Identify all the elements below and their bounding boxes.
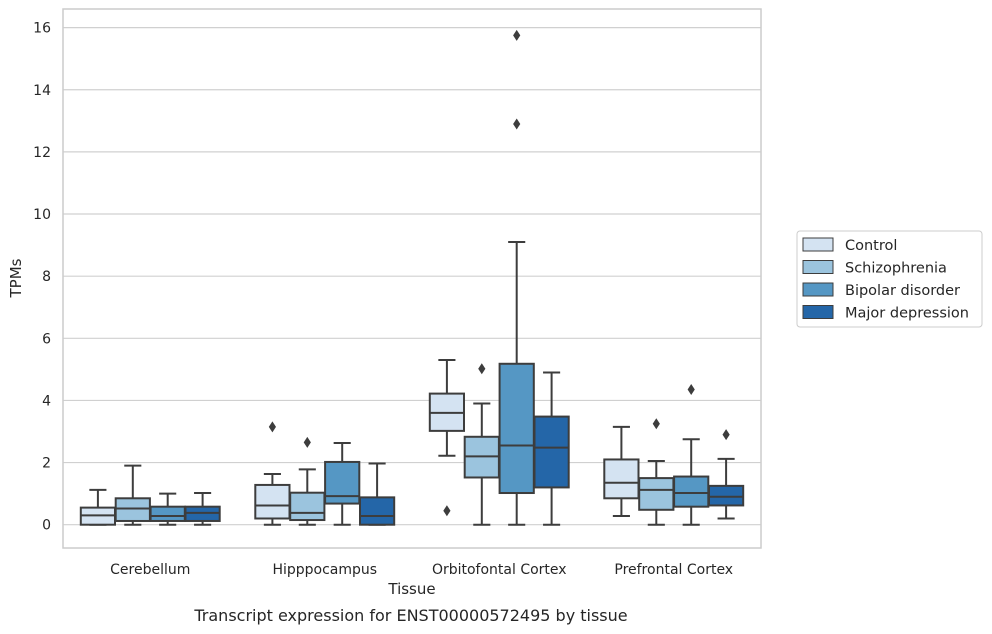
grid-lines [63, 27, 761, 526]
box-iqr [324, 460, 361, 505]
outlier-point [513, 29, 521, 41]
x-axis-label: Tissue [387, 580, 435, 598]
box-2-1 [324, 441, 361, 526]
legend-label: Bipolar disorder [845, 283, 960, 299]
box-3-0 [184, 492, 221, 526]
y-tick-label: 16 [33, 21, 51, 37]
box-2-0 [149, 492, 186, 526]
legend-label: Major depression [845, 306, 969, 322]
outlier-point [722, 429, 730, 441]
legend-swatch [802, 260, 834, 274]
outlier-point [443, 505, 451, 517]
box-iqr [707, 484, 745, 507]
x-tick-label: Cerebellum [110, 562, 190, 578]
outlier-point [687, 384, 695, 396]
outlier-point [268, 421, 276, 433]
y-tick-label: 6 [42, 331, 51, 347]
box-1-3 [638, 418, 675, 526]
box-iqr [498, 362, 535, 495]
box-iqr [603, 458, 640, 500]
plot-frame [62, 8, 762, 549]
y-axis-label: TPMs [7, 258, 25, 298]
legend-swatch [802, 282, 834, 297]
box-2-3 [673, 384, 710, 526]
box-iqr [533, 415, 570, 489]
box-1-0 [114, 464, 151, 526]
box-1-1 [289, 436, 326, 526]
x-tick-label: Hipppocampus [272, 562, 377, 578]
outlier-point [478, 363, 486, 375]
y-tick-labels: 0 2 4 6 8 10 12 14 16 [33, 21, 51, 534]
box-iqr [149, 505, 186, 522]
legend: Control Schizophrenia Bipolar disorder Majo… [796, 230, 983, 328]
outlier-point [513, 118, 521, 130]
y-tick-label: 0 [42, 518, 51, 534]
legend-frame [796, 230, 983, 328]
chart-caption: Transcript expression for ENST0000057249… [194, 606, 628, 625]
box-1-2 [463, 363, 500, 526]
box-iqr [254, 483, 291, 520]
outlier-point [652, 418, 660, 430]
box-0-2 [428, 359, 466, 517]
y-tick-label: 14 [33, 83, 51, 99]
box-2-2 [498, 29, 535, 526]
outlier-point [303, 436, 311, 448]
box-iqr [358, 496, 396, 526]
y-tick-label: 8 [42, 269, 51, 285]
legend-swatch [802, 305, 834, 319]
box-3-3 [707, 429, 745, 520]
box-iqr [114, 497, 151, 522]
legend-label: Schizophrenia [845, 261, 947, 277]
box-iqr [638, 477, 675, 511]
y-tick-label: 10 [33, 207, 51, 223]
box-0-1 [254, 421, 291, 526]
y-tick-label: 4 [42, 393, 51, 409]
boxes [79, 29, 745, 526]
box-iqr [673, 475, 710, 508]
y-tick-label: 12 [33, 145, 51, 161]
box-0-0 [79, 488, 117, 526]
x-tick-label: Prefrontal Cortex [614, 562, 733, 578]
legend-label: Control [845, 238, 897, 254]
x-tick-labels: Cerebellum Hipppocampus Orbitofontal Corte… [110, 562, 733, 578]
box-iqr [289, 491, 326, 522]
y-tick-label: 2 [42, 456, 51, 472]
x-tick-label: Orbitofontal Cortex [432, 562, 567, 578]
box-3-2 [533, 371, 570, 526]
legend-swatch [802, 237, 834, 252]
box-0-3 [603, 425, 640, 518]
box-3-1 [358, 462, 396, 526]
